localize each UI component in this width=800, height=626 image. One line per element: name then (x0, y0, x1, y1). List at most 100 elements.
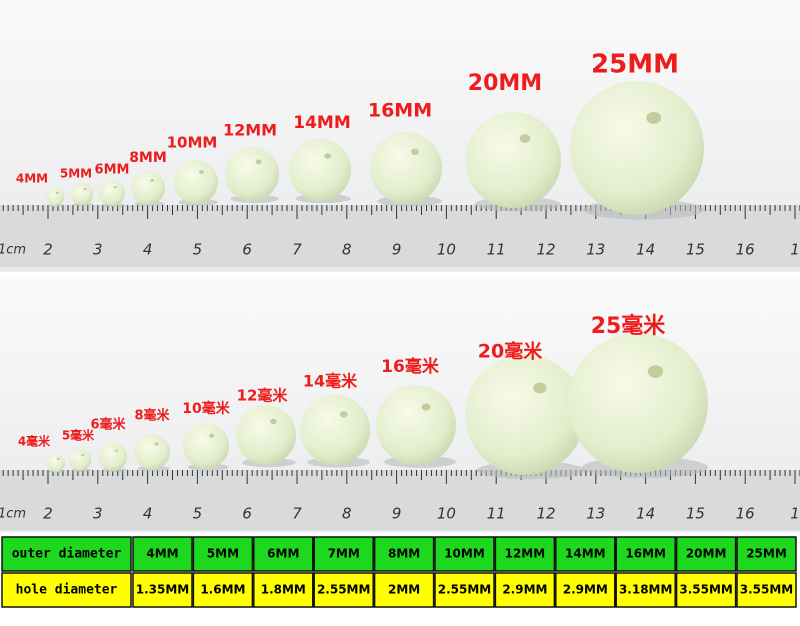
table-text: 3.55MM (740, 583, 794, 597)
size-label: 8毫米 (134, 408, 170, 424)
ruler-number: 12 (536, 505, 555, 523)
bead (71, 183, 93, 205)
table-text: 20MM (686, 547, 727, 561)
ruler-number: 6 (242, 241, 252, 259)
size-label: 20MM (468, 71, 542, 96)
table-text: 3.18MM (619, 583, 673, 597)
bead-hole (255, 159, 262, 165)
table-cell (132, 572, 193, 608)
bead-hole (646, 111, 662, 124)
table-text: 14MM (565, 547, 606, 561)
bead-hole (83, 187, 87, 191)
table-cell (675, 572, 737, 608)
bead (183, 423, 229, 469)
ruler-number: 1 (790, 505, 800, 523)
bead (465, 112, 561, 208)
bead (225, 147, 279, 201)
bead (99, 180, 125, 206)
ruler-number: 1cm (0, 507, 26, 522)
size-label: 6MM (95, 163, 130, 178)
ruler-number: 15 (686, 241, 705, 259)
size-label: 20毫米 (478, 340, 543, 363)
ruler-number: 3 (93, 505, 103, 523)
bead-hole (324, 153, 332, 159)
ruler-number: 7 (292, 505, 302, 523)
size-label: 16MM (368, 100, 432, 122)
table-cell (192, 536, 254, 572)
bead-hole (56, 457, 60, 461)
bead-hole (199, 170, 204, 175)
table-cell (494, 572, 556, 608)
bead (289, 139, 351, 201)
table-text: 16MM (625, 547, 666, 561)
bead-hole (154, 442, 159, 446)
ruler-number: 8 (342, 241, 352, 259)
bead-hole (114, 449, 119, 452)
bead (174, 160, 218, 204)
table-text: 25MM (746, 547, 787, 561)
bead (376, 385, 456, 465)
ruler-number: 5 (193, 241, 203, 259)
table-cell (313, 536, 374, 572)
bead-hole (113, 185, 117, 189)
ruler-number: 9 (392, 505, 402, 523)
size-label: 6毫米 (90, 417, 126, 433)
size-label: 5毫米 (62, 428, 95, 443)
bead (134, 434, 170, 470)
bead-hole (209, 433, 215, 438)
table-text: 1.8MM (261, 583, 306, 597)
ruler-number: 16 (736, 241, 755, 259)
ruler-number: 10 (437, 241, 456, 259)
size-label: 16毫米 (381, 356, 440, 377)
bead (46, 188, 64, 206)
table-cell (555, 572, 616, 608)
table-cell (434, 536, 495, 572)
table-cell (1, 536, 132, 572)
bead-hole (270, 418, 277, 425)
bead-hole (519, 134, 531, 143)
table-text: 2.9MM (502, 583, 547, 597)
size-label: 4MM (16, 172, 48, 186)
ruler-number: 7 (292, 241, 302, 259)
ruler-number: 6 (242, 505, 252, 523)
table-text: 7MM (328, 547, 360, 561)
bead-hole (81, 453, 85, 457)
table-cell (736, 572, 797, 608)
size-label: 8MM (129, 150, 167, 166)
size-label: 14毫米 (303, 372, 358, 391)
table-text: 4MM (146, 547, 178, 561)
ruler-number: 2 (43, 505, 53, 523)
table-cell (313, 572, 374, 608)
ruler-number: 11 (487, 505, 506, 523)
bead (99, 443, 127, 471)
table-cell (736, 536, 797, 572)
ruler-number: 5 (193, 505, 203, 523)
table-text: 8MM (388, 547, 420, 561)
table-text: 10MM (444, 547, 485, 561)
ruler-number: 2 (43, 241, 53, 259)
table-cell (253, 536, 314, 572)
table-cell (373, 572, 435, 608)
table-text: 3.55MM (679, 583, 733, 597)
bead (465, 355, 585, 475)
table-cell (555, 536, 616, 572)
size-label: 25MM (591, 50, 679, 80)
ruler-number: 13 (586, 505, 605, 523)
ruler-number: 10 (437, 505, 456, 523)
table-text: hole diameter (16, 583, 118, 598)
table-cell (675, 536, 737, 572)
bead-hole (647, 365, 664, 378)
bead (47, 454, 65, 472)
table-cell (192, 572, 254, 608)
size-label: 10毫米 (182, 400, 230, 417)
size-label: 5MM (60, 167, 92, 181)
table-cell (615, 572, 676, 608)
table-cell (1, 572, 132, 608)
size-label: 14MM (293, 113, 351, 133)
ruler-number: 16 (736, 505, 755, 523)
bead (69, 449, 91, 471)
bead-hole (533, 382, 547, 394)
size-label: 12毫米 (237, 387, 289, 405)
